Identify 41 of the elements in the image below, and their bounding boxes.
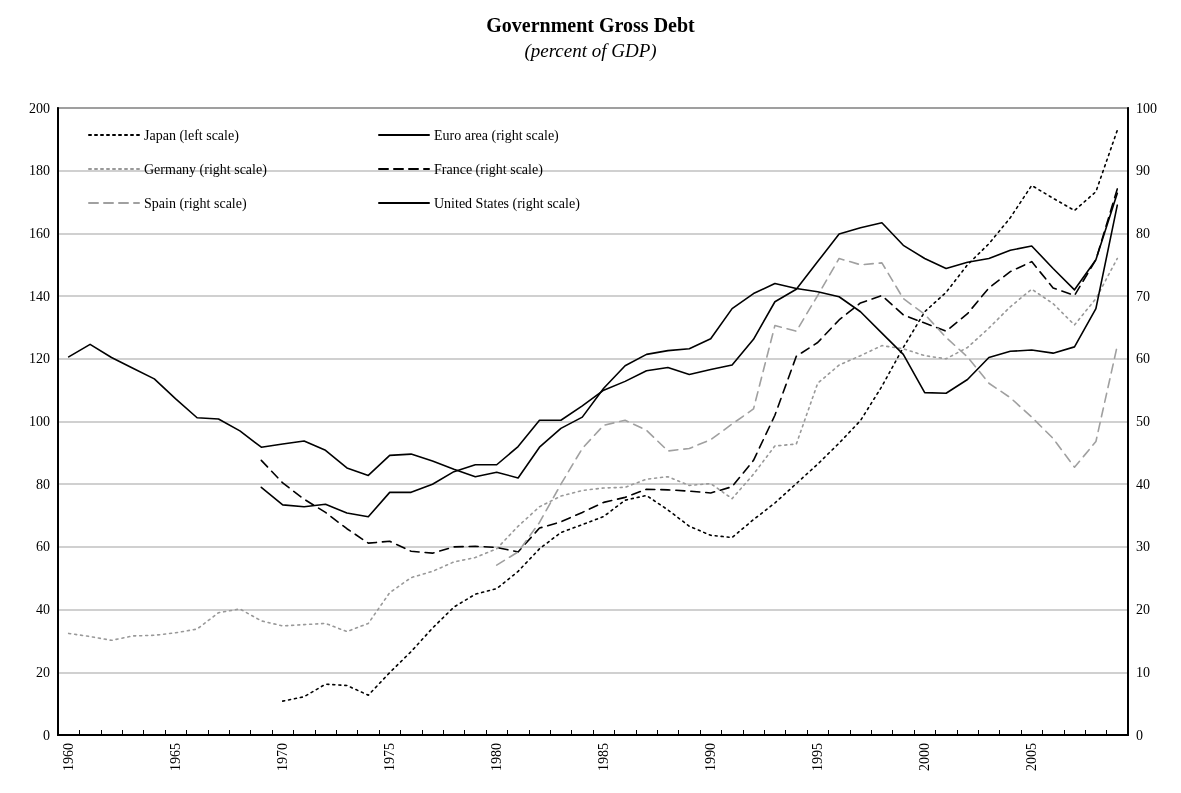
y2-tick-label: 90: [1136, 163, 1150, 179]
y-tick-label: 100: [29, 414, 50, 429]
y2-tick-label: 60: [1136, 351, 1150, 367]
y2-tick-label: 80: [1136, 225, 1150, 241]
y-tick-label: 120: [29, 351, 50, 367]
line-series: [67, 257, 1119, 642]
x-tick-label: 2000: [917, 743, 933, 771]
y2-tick-label: 30: [1136, 539, 1150, 555]
x-tick-label: 1990: [703, 743, 719, 771]
y2-tick-label: 10: [1136, 664, 1150, 680]
y2-tick-label: 40: [1136, 476, 1150, 492]
x-tick-label: 1980: [489, 743, 505, 771]
x-tick-label: 1975: [382, 743, 398, 771]
x-tick-label: 2005: [1024, 743, 1040, 771]
legend-label: Japan (left scale): [144, 127, 240, 144]
y-tick-label: 160: [29, 225, 50, 241]
chart-title: Government Gross Debt: [486, 14, 696, 36]
legend-label: Euro area (right scale): [434, 127, 560, 144]
chart-subtitle: (percent of GDP): [524, 40, 657, 62]
y2-tick-label: 20: [1136, 602, 1150, 618]
legend-label: United States (right scale): [434, 195, 581, 212]
legend-label: Germany (right scale): [144, 161, 268, 178]
x-tick-label: 1960: [61, 743, 77, 771]
y-tick-label: 140: [29, 288, 50, 304]
y-tick-label: 40: [36, 602, 50, 618]
y-tick-label: 180: [29, 163, 50, 179]
y2-tick-label: 0: [1136, 727, 1143, 743]
y-tick-label: 80: [36, 476, 50, 492]
y2-tick-label: 70: [1136, 288, 1150, 304]
y2-tick-label: 50: [1136, 414, 1150, 429]
legend-label: Spain (right scale): [144, 195, 247, 212]
y-tick-label: 20: [36, 664, 50, 680]
y-tick-label: 200: [29, 100, 50, 116]
y-tick-label: 0: [43, 727, 50, 743]
y-tick-label: 60: [36, 539, 50, 555]
x-tick-label: 1970: [275, 743, 291, 771]
legend-label: France (right scale): [434, 161, 544, 178]
x-tick-label: 1985: [596, 743, 612, 771]
x-tick-label: 1995: [810, 743, 826, 771]
y2-tick-label: 100: [1136, 100, 1157, 116]
x-tick-label: 1965: [168, 743, 184, 771]
